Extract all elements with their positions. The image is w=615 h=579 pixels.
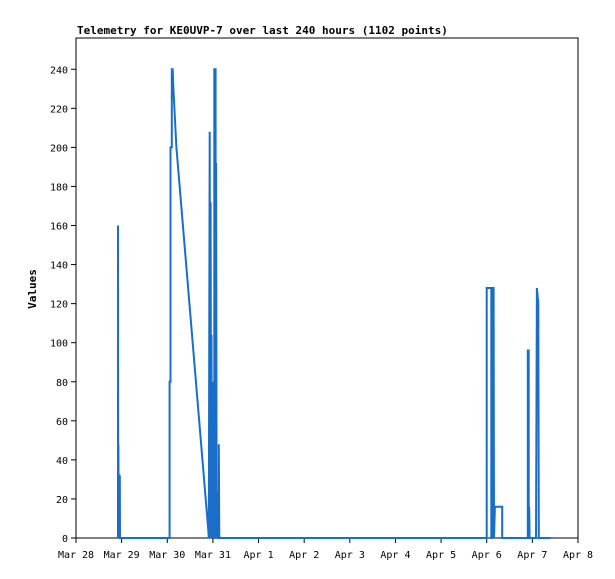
x-tick-label: Mar 30 (149, 550, 185, 561)
y-tick-label: 140 (50, 261, 68, 272)
plot-frame (75, 37, 579, 539)
y-tick-label: 220 (50, 104, 68, 115)
y-tick-label: 200 (50, 143, 68, 154)
y-tick-label: 80 (56, 378, 68, 389)
series-group (117, 68, 551, 539)
y-tick-label: 160 (50, 222, 68, 233)
x-tick-label: Apr 1 (243, 550, 273, 561)
x-tick-label: Mar 31 (195, 550, 231, 561)
y-tick-label: 20 (56, 495, 68, 506)
y-tick-label: 0 (62, 534, 68, 545)
y-tick-label: 40 (56, 456, 68, 467)
y-axis: 0 20 40 60 80 100 120 140 160 180 200 220 240 (50, 65, 76, 545)
x-tick-label: Apr 6 (472, 550, 502, 561)
x-tick-label: Apr 7 (517, 550, 547, 561)
x-tick-label: Apr 5 (426, 550, 456, 561)
y-axis-label: Values (26, 269, 39, 309)
x-tick-label: Apr 3 (335, 550, 365, 561)
y-tick-label: 240 (50, 65, 68, 76)
series-line (117, 68, 551, 539)
x-tick-label: Mar 28 (58, 550, 94, 561)
y-tick-label: 60 (56, 417, 68, 428)
x-axis: Mar 28 Mar 29 Mar 30 Mar 31 Apr 1 Apr 2 Apr 3 A… (58, 538, 593, 561)
x-tick-label: Apr 8 (563, 550, 593, 561)
y-tick-label: 120 (50, 300, 68, 311)
x-tick-label: Apr 2 (289, 550, 319, 561)
x-tick-label: Apr 4 (380, 550, 410, 561)
chart-title: Telemetry for KE0UVP-7 over last 240 hou… (77, 24, 448, 37)
x-tick-label: Mar 29 (104, 550, 140, 561)
y-tick-label: 100 (50, 339, 68, 350)
y-tick-label: 180 (50, 182, 68, 193)
